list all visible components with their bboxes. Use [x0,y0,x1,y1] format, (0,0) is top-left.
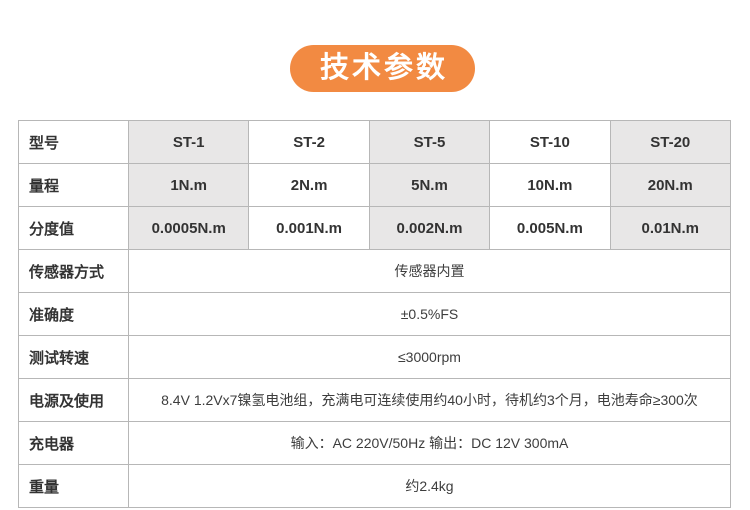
table-row-weight: 重量 约2.4kg [18,464,731,508]
model-cell-3: ST-5 [368,120,491,164]
range-cell-1: 1N.m [127,163,250,207]
range-cell-3: 5N.m [368,163,491,207]
model-cell-5: ST-20 [609,120,731,164]
range-cell-2: 2N.m [248,163,370,207]
table-row-test-speed: 测试转速 ≤3000rpm [18,335,731,379]
row-label-charger: 充电器 [18,421,129,465]
section-title-badge: 技术参数 [290,45,475,92]
sensor-value-cell: 传感器内置 [128,249,731,293]
division-cell-4: 0.005N.m [489,206,611,250]
range-cell-4: 10N.m [489,163,611,207]
division-cell-1: 0.0005N.m [127,206,250,250]
table-row-model: 型号 ST-1 ST-2 ST-5 ST-10 ST-20 [18,120,731,164]
row-label-sensor: 传感器方式 [18,249,129,293]
row-label-range: 量程 [18,163,129,207]
row-label-division: 分度值 [18,206,129,250]
range-cell-5: 20N.m [609,163,731,207]
accuracy-value-cell: ±0.5%FS [128,292,731,336]
table-row-range: 量程 1N.m 2N.m 5N.m 10N.m 20N.m [18,163,731,207]
model-cell-4: ST-10 [489,120,611,164]
row-label-weight: 重量 [18,464,129,508]
division-cell-3: 0.002N.m [368,206,491,250]
table-row-charger: 充电器 输入：AC 220V/50Hz 输出：DC 12V 300mA [18,421,731,465]
table-row-accuracy: 准确度 ±0.5%FS [18,292,731,336]
weight-value-cell: 约2.4kg [128,464,731,508]
model-cell-1: ST-1 [127,120,250,164]
charger-value-cell: 输入：AC 220V/50Hz 输出：DC 12V 300mA [128,421,731,465]
division-cell-2: 0.001N.m [248,206,370,250]
division-cell-5: 0.01N.m [609,206,731,250]
table-row-power: 电源及使用 8.4V 1.2Vx7镍氢电池组，充满电可连续使用约40小时，待机约… [18,378,731,422]
row-label-power: 电源及使用 [18,378,129,422]
model-cell-2: ST-2 [248,120,370,164]
row-label-test-speed: 测试转速 [18,335,129,379]
section-title: 技术参数 [319,52,448,84]
table-row-sensor: 传感器方式 传感器内置 [18,249,731,293]
row-label-accuracy: 准确度 [18,292,129,336]
test-speed-value-cell: ≤3000rpm [128,335,731,379]
table-row-division: 分度值 0.0005N.m 0.001N.m 0.002N.m 0.005N.m… [18,206,731,250]
row-label-model: 型号 [18,120,129,164]
spec-table: 型号 ST-1 ST-2 ST-5 ST-10 ST-20 量程 1N.m 2N… [18,120,731,508]
power-value-cell: 8.4V 1.2Vx7镍氢电池组，充满电可连续使用约40小时，待机约3个月，电池… [128,378,731,422]
